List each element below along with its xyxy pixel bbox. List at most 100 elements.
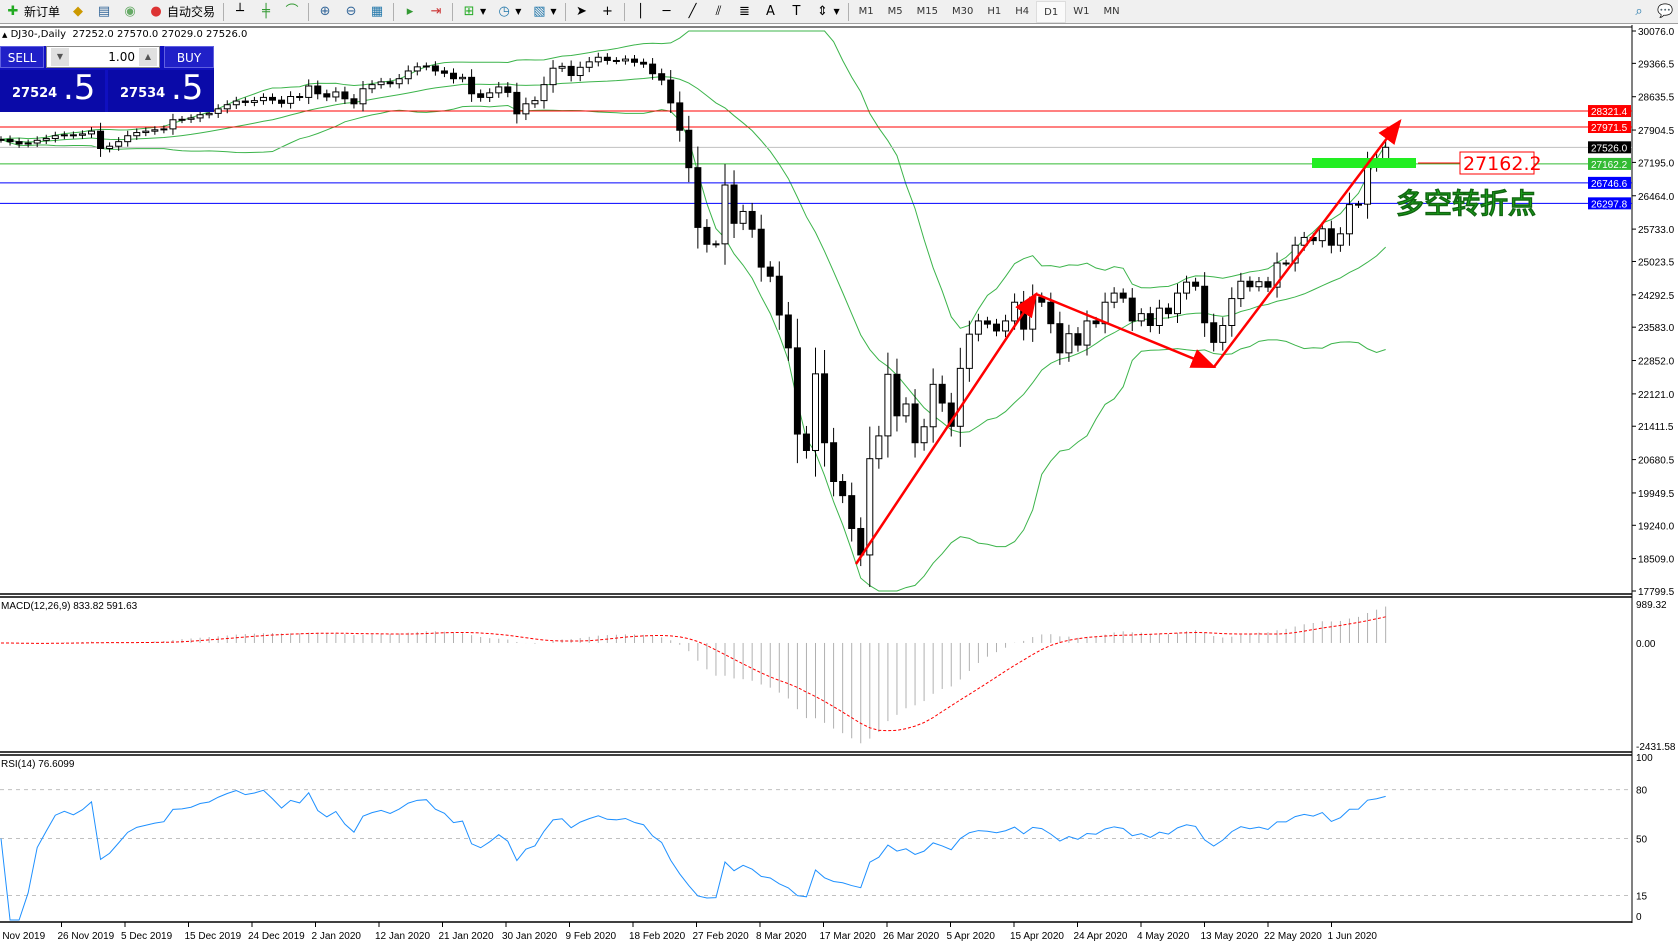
line-chart-button[interactable]: ⌒	[279, 1, 305, 23]
timeframe-m1[interactable]: M1	[858, 5, 874, 17]
bear-candle	[296, 96, 304, 99]
horizontal-line-button[interactable]: ─	[654, 1, 680, 23]
timeframe-mn[interactable]: MN	[1103, 5, 1120, 17]
zoom-out-button[interactable]: ⊖	[338, 1, 364, 23]
date-axis-label: 15 Dec 2019	[185, 931, 242, 942]
bull-candle	[974, 320, 982, 335]
bull-candle	[1065, 333, 1073, 354]
timeframe-m30[interactable]: M30	[952, 5, 974, 17]
rsi-line	[0, 789, 1386, 921]
bull-candle	[1300, 236, 1308, 246]
timeframe-d1[interactable]: D1	[1036, 0, 1067, 23]
bear-candle	[1210, 322, 1218, 343]
templates-button[interactable]: ▧ ▼	[526, 1, 561, 23]
chevron-down-icon: ▼	[480, 7, 487, 16]
bear-candle	[658, 73, 666, 81]
price-axis-label: 23583.0	[1638, 323, 1675, 334]
bull-candle	[368, 84, 376, 90]
tile-windows-button[interactable]: ▦	[364, 1, 390, 23]
cursor-icon: ➤	[576, 3, 587, 19]
price-tag	[1588, 141, 1631, 154]
sell-button[interactable]: SELL	[0, 46, 44, 68]
periods-button[interactable]: ◷ ▼	[491, 1, 526, 23]
chart-canvas[interactable]: 30076.0 29366.5 28635.5 27904.5 27195.0 26464…	[0, 25, 1678, 943]
timeframe-h4[interactable]: H4	[1015, 5, 1030, 17]
bull-candle	[1011, 301, 1019, 322]
bull-candle	[78, 133, 86, 136]
lot-increase-button[interactable]: ▲	[139, 48, 157, 66]
fibonacci-button[interactable]: ≣	[732, 1, 758, 23]
date-axis-label: 22 May 2020	[1264, 931, 1322, 942]
arrows-icon: ⇕	[817, 3, 828, 19]
channel-button[interactable]: ⫽	[706, 1, 732, 23]
lot-decrease-button[interactable]: ▼	[51, 48, 69, 66]
date-axis-label: 4 May 2020	[1137, 931, 1190, 942]
price-axis-label: 22852.0	[1638, 357, 1675, 368]
price-axis-label: 19949.5	[1638, 489, 1675, 500]
bear-candle	[440, 70, 448, 74]
bull-candle	[422, 65, 430, 68]
price-axis-label: 24292.5	[1638, 291, 1675, 302]
bull-candle	[1282, 262, 1290, 265]
bull-candle	[540, 84, 548, 102]
chart-shift-button[interactable]: ⇥	[423, 1, 449, 23]
price-axis-label: 29366.5	[1638, 59, 1675, 70]
date-axis-label: 12 Jan 2020	[375, 931, 430, 942]
bear-candle	[830, 442, 838, 482]
arrows-button[interactable]: ⇕ ▼	[810, 1, 845, 23]
bear-candle	[631, 58, 638, 63]
autoscroll-button[interactable]: ▸	[397, 1, 423, 23]
crosshair-button[interactable]: +	[595, 1, 621, 23]
auto-trading-button[interactable]: ● 自动交易	[143, 1, 220, 23]
bull-candle	[965, 333, 973, 369]
cursor-button[interactable]: ➤	[569, 1, 595, 23]
price-tag	[1588, 176, 1631, 189]
bear-candle	[911, 403, 919, 444]
bull-candle	[1255, 281, 1263, 288]
bull-candle	[459, 76, 467, 80]
buy-button[interactable]: BUY	[164, 46, 214, 68]
bull-candle	[1174, 292, 1181, 315]
signals-button[interactable]: ◉	[117, 1, 143, 23]
vertical-line-button[interactable]: │	[628, 1, 654, 23]
chat-button[interactable]: 💬	[1652, 1, 1678, 23]
search-button[interactable]: ⌕	[1626, 1, 1652, 23]
date-axis-label: 5 Apr 2020	[947, 931, 996, 942]
bear-candle	[1092, 320, 1100, 325]
bull-candle	[956, 367, 964, 427]
new-order-button[interactable]: ✚ 新订单	[0, 1, 65, 23]
candle-chart-button[interactable]: ╪	[253, 1, 279, 23]
text-label-button[interactable]: T	[784, 1, 810, 23]
macd-axis-label: 0.00	[1636, 639, 1656, 650]
bull-candle	[1273, 262, 1281, 288]
buy-price[interactable]: 27534.5	[108, 68, 214, 112]
date-axis-label: 9 Feb 2020	[566, 931, 617, 942]
timeframe-h1[interactable]: H1	[987, 5, 1002, 17]
bull-candle	[133, 132, 141, 137]
history-button[interactable]: ◆	[65, 1, 91, 23]
editor-button[interactable]: ▤	[91, 1, 117, 23]
trendline-button[interactable]: ╱	[680, 1, 706, 23]
macd-axis-label: -2431.58	[1636, 742, 1676, 753]
sell-price[interactable]: 27524.5	[0, 68, 105, 112]
bar-chart-button[interactable]: ┴	[227, 1, 253, 23]
lot-size-input[interactable]: ▼ 1.00 ▲	[46, 46, 160, 68]
text-button[interactable]: A	[758, 1, 784, 23]
timeframe-m15[interactable]: M15	[916, 5, 939, 17]
bull-candle	[585, 61, 593, 68]
bull-candle	[178, 118, 186, 121]
indicators-button[interactable]: ⊞ ▼	[456, 1, 491, 23]
bear-candle	[775, 275, 783, 316]
bull-candle	[875, 435, 883, 460]
search-icon: ⌕	[1635, 3, 1643, 19]
timeframe-m5[interactable]: M5	[887, 5, 903, 17]
date-axis-label: 8 Mar 2020	[756, 931, 807, 942]
new-order-icon: ✚	[7, 3, 19, 19]
crosshair-icon: +	[602, 3, 613, 19]
rsi-axis-label: 100	[1636, 753, 1653, 764]
zoom-in-button[interactable]: ⊕	[312, 1, 338, 23]
bull-candle	[549, 67, 557, 86]
bull-candle	[884, 373, 892, 437]
date-axis-label: 26 Nov 2019	[58, 931, 115, 942]
timeframe-w1[interactable]: W1	[1073, 5, 1090, 17]
